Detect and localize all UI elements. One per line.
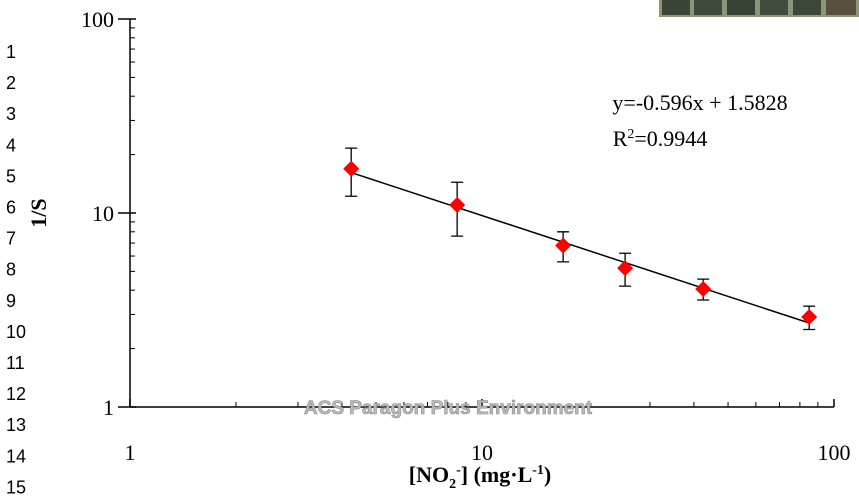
- x-tick-label: 10: [471, 440, 493, 465]
- line-number: 12: [6, 384, 26, 404]
- r-squared: R2=0.9944: [613, 126, 708, 151]
- line-number: 6: [6, 198, 16, 218]
- marker: [801, 309, 818, 326]
- y-tick-label: 1: [103, 395, 114, 420]
- x-axis-label: [NO2-] (mg·L-1): [409, 462, 552, 492]
- trendline: [350, 171, 810, 324]
- marker: [343, 160, 360, 177]
- x-tick-label: 100: [818, 440, 851, 465]
- line-number: 11: [6, 353, 25, 373]
- y-tick-label: 10: [92, 201, 114, 226]
- line-number: 7: [6, 229, 16, 249]
- line-number: 8: [6, 260, 16, 280]
- line-number: 13: [6, 415, 26, 435]
- photo-strip: [659, 0, 859, 17]
- marker: [695, 280, 712, 297]
- line-number: 10: [6, 322, 26, 342]
- watermark: ACS Paragon Plus Environment: [304, 398, 593, 419]
- line-number: 1: [6, 42, 16, 62]
- line-number: 9: [6, 291, 16, 311]
- line-number: 2: [6, 73, 16, 93]
- line-number: 15: [6, 477, 26, 497]
- line-number: 3: [6, 104, 16, 124]
- y-tick-label: 100: [81, 7, 114, 32]
- marker: [555, 237, 572, 254]
- line-number: 5: [6, 166, 16, 186]
- equation: y=-0.596x + 1.5828: [612, 90, 787, 115]
- y-axis-label: 1/S: [26, 198, 51, 227]
- line-number: 4: [6, 135, 16, 155]
- line-number: 14: [6, 446, 26, 466]
- x-tick-label: 1: [125, 440, 136, 465]
- marker: [449, 196, 466, 213]
- marker: [617, 260, 634, 277]
